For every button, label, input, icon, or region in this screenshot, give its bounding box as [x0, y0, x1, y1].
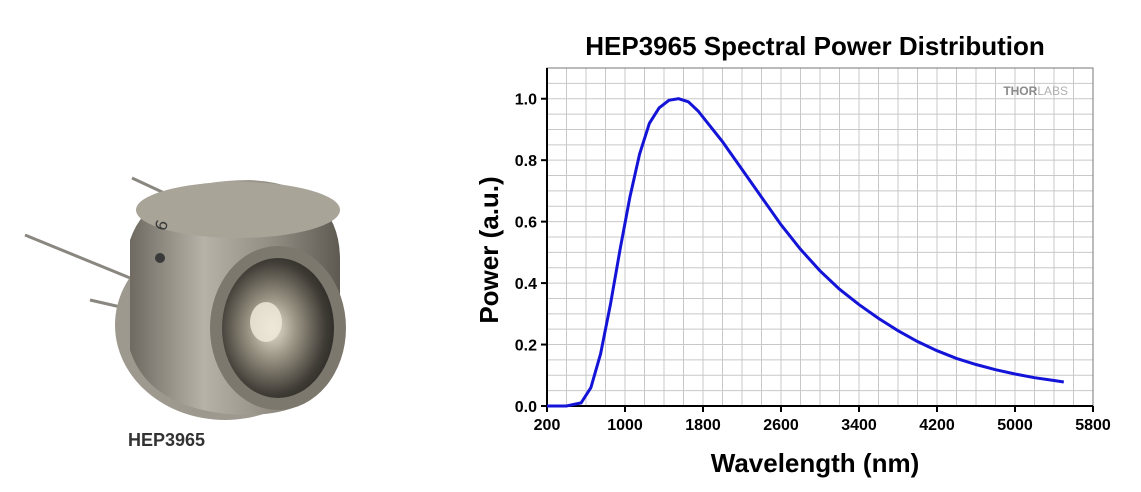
grid — [547, 68, 1093, 406]
y-tick-label: 0.2 — [515, 338, 537, 355]
x-axis-label: Wavelength (nm) — [711, 448, 919, 478]
x-tick-label: 1800 — [685, 417, 721, 434]
y-tick-label: 0.0 — [515, 399, 537, 416]
x-tick-label: 5800 — [1075, 417, 1111, 434]
x-tick-label: 5000 — [997, 417, 1033, 434]
axes — [541, 67, 1094, 412]
y-axis-label: Power (a.u.) — [474, 176, 504, 323]
y-tick-label: 0.4 — [515, 276, 537, 293]
chart-title: HEP3965 Spectral Power Distribution — [585, 31, 1044, 61]
series-line — [547, 97, 1065, 408]
thorlabs-logo: THORLABS — [1003, 84, 1068, 98]
product-panel: 6 HEP3965 — [0, 0, 430, 492]
y-tick-label: 0.8 — [515, 153, 537, 170]
x-tick-label: 1000 — [607, 417, 643, 434]
logo-text-bold: THOR — [1003, 84, 1037, 98]
lamp-photo: 6 — [24, 176, 346, 420]
logo-text-light: LABS — [1037, 84, 1068, 98]
spectral-chart: 200 1000 1800 2600 3400 4200 5000 5800 0.0 0.2 0.4… — [430, 0, 1141, 492]
tick-labels: 200 1000 1800 2600 3400 4200 5000 5800 0.0 0.2 0.4… — [515, 92, 1111, 434]
svg-text:THORLABS: THORLABS — [1003, 84, 1068, 98]
product-caption: HEP3965 — [128, 430, 206, 450]
y-tick-label: 0.6 — [515, 215, 537, 232]
y-tick-label: 1.0 — [515, 92, 537, 109]
x-tick-label: 2600 — [763, 417, 799, 434]
x-tick-label: 200 — [534, 417, 561, 434]
x-tick-label: 3400 — [841, 417, 877, 434]
chart-svg: 200 1000 1800 2600 3400 4200 5000 5800 0.0 0.2 0.4… — [474, 31, 1111, 478]
x-tick-label: 4200 — [919, 417, 955, 434]
